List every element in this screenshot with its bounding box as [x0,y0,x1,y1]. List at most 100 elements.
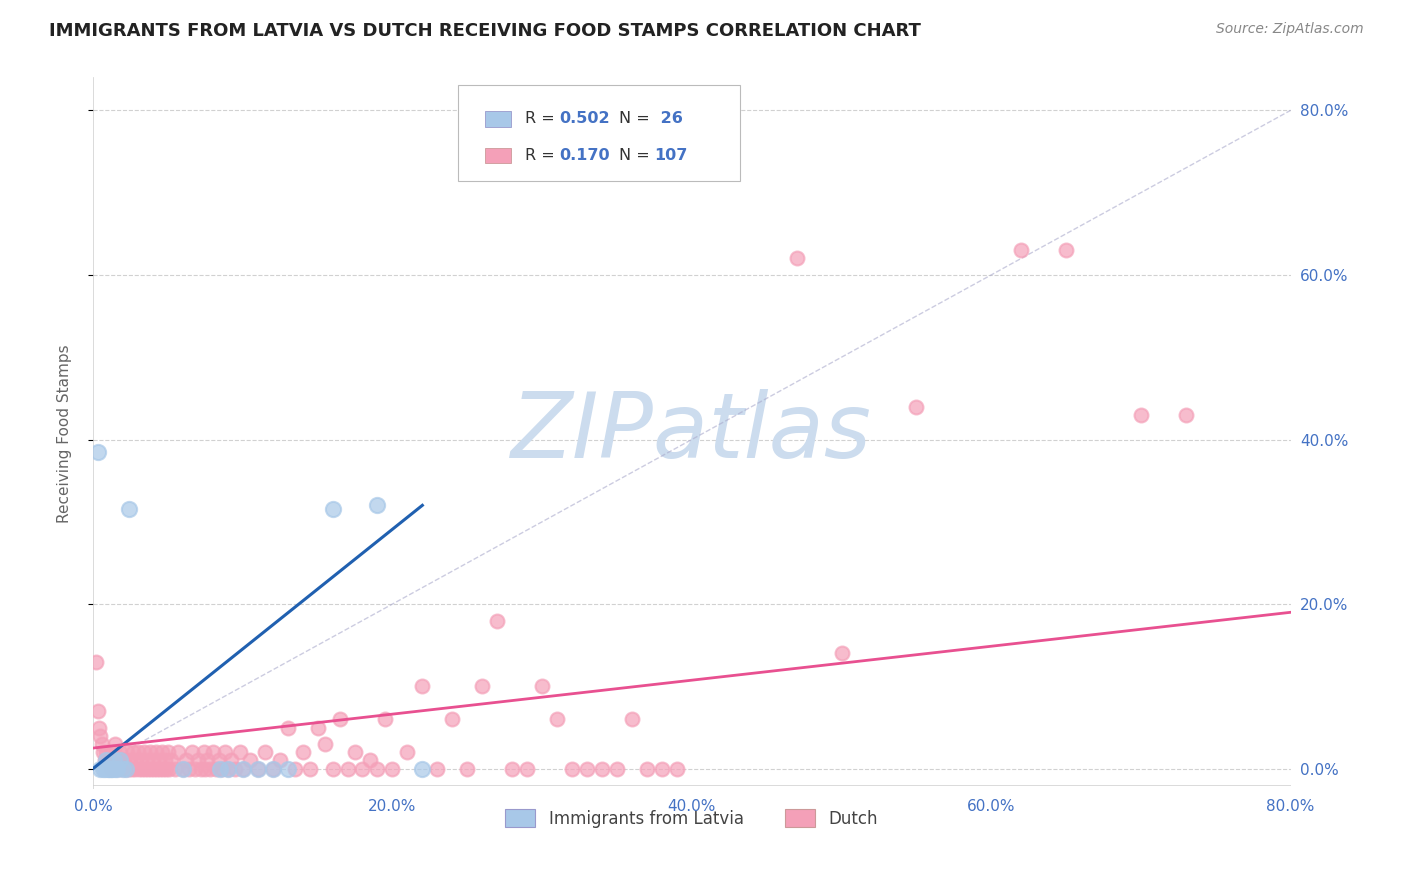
Point [831,647,853,661]
Point [214,745,236,759]
Point [131,762,153,776]
Point [93,762,115,776]
Point [456,762,478,776]
Point [110,762,132,776]
Point [105,762,128,776]
Point [96,753,118,767]
Point [149,762,172,776]
Point [366,499,388,513]
Point [143,762,166,776]
Point [299,762,322,776]
Point [93,745,115,759]
Point [89,729,111,743]
Point [94,753,117,767]
Point [103,753,125,767]
Point [620,712,643,726]
Point [246,762,269,776]
Point [132,745,155,759]
Point [381,762,404,776]
Point [209,762,232,776]
Point [219,753,242,767]
Text: IMMIGRANTS FROM LATVIA VS DUTCH RECEIVING FOOD STAMPS CORRELATION CHART: IMMIGRANTS FROM LATVIA VS DUTCH RECEIVIN… [49,22,921,40]
FancyBboxPatch shape [485,111,510,127]
Point [84,655,107,669]
Point [201,745,224,759]
Point [94,762,117,776]
Point [117,745,139,759]
Point [87,721,110,735]
Point [232,762,254,776]
Text: 0.502: 0.502 [558,112,609,126]
Point [134,762,156,776]
Point [101,762,124,776]
Point [411,762,433,776]
Point [374,712,396,726]
Point [145,745,167,759]
Point [172,762,194,776]
Point [232,762,254,776]
Point [516,762,538,776]
Point [277,762,299,776]
Point [128,762,150,776]
Point [104,737,127,751]
Text: R =: R = [526,112,560,126]
Text: N =: N = [619,112,655,126]
Point [97,762,120,776]
Point [152,762,174,776]
Point [636,762,658,776]
Point [107,753,129,767]
Point [190,762,212,776]
Point [262,762,284,776]
Point [98,762,121,776]
Point [174,753,197,767]
Point [291,745,314,759]
Point [284,762,307,776]
Point [177,762,200,776]
Point [146,762,169,776]
Point [105,762,128,776]
Point [336,762,359,776]
Point [359,753,381,767]
Point [101,745,124,759]
Point [121,762,143,776]
Point [501,762,523,776]
Point [156,745,179,759]
Point [322,762,344,776]
Point [786,252,808,266]
Point [96,745,118,759]
Point [118,762,141,776]
Point [366,762,388,776]
FancyBboxPatch shape [485,148,510,163]
Point [1174,408,1197,422]
Point [114,753,136,767]
Point [142,753,165,767]
Point [157,762,180,776]
Point [100,762,122,776]
Point [217,762,239,776]
Point [184,762,207,776]
Text: Source: ZipAtlas.com: Source: ZipAtlas.com [1216,22,1364,37]
Point [150,745,173,759]
Point [208,753,231,767]
Text: 0.170: 0.170 [558,148,609,163]
Point [606,762,628,776]
Point [1129,408,1152,422]
Point [115,762,138,776]
Point [546,712,568,726]
Point [665,762,688,776]
Legend: Immigrants from Latvia, Dutch: Immigrants from Latvia, Dutch [499,803,884,834]
Point [141,762,163,776]
Point [122,745,145,759]
Point [228,745,250,759]
Point [118,502,141,516]
FancyBboxPatch shape [458,85,740,181]
Point [441,712,464,726]
Point [1054,244,1077,258]
Point [167,745,190,759]
Point [187,753,209,767]
Point [193,745,215,759]
Point [91,737,114,751]
Point [471,679,494,693]
Point [561,762,583,776]
Point [120,753,142,767]
